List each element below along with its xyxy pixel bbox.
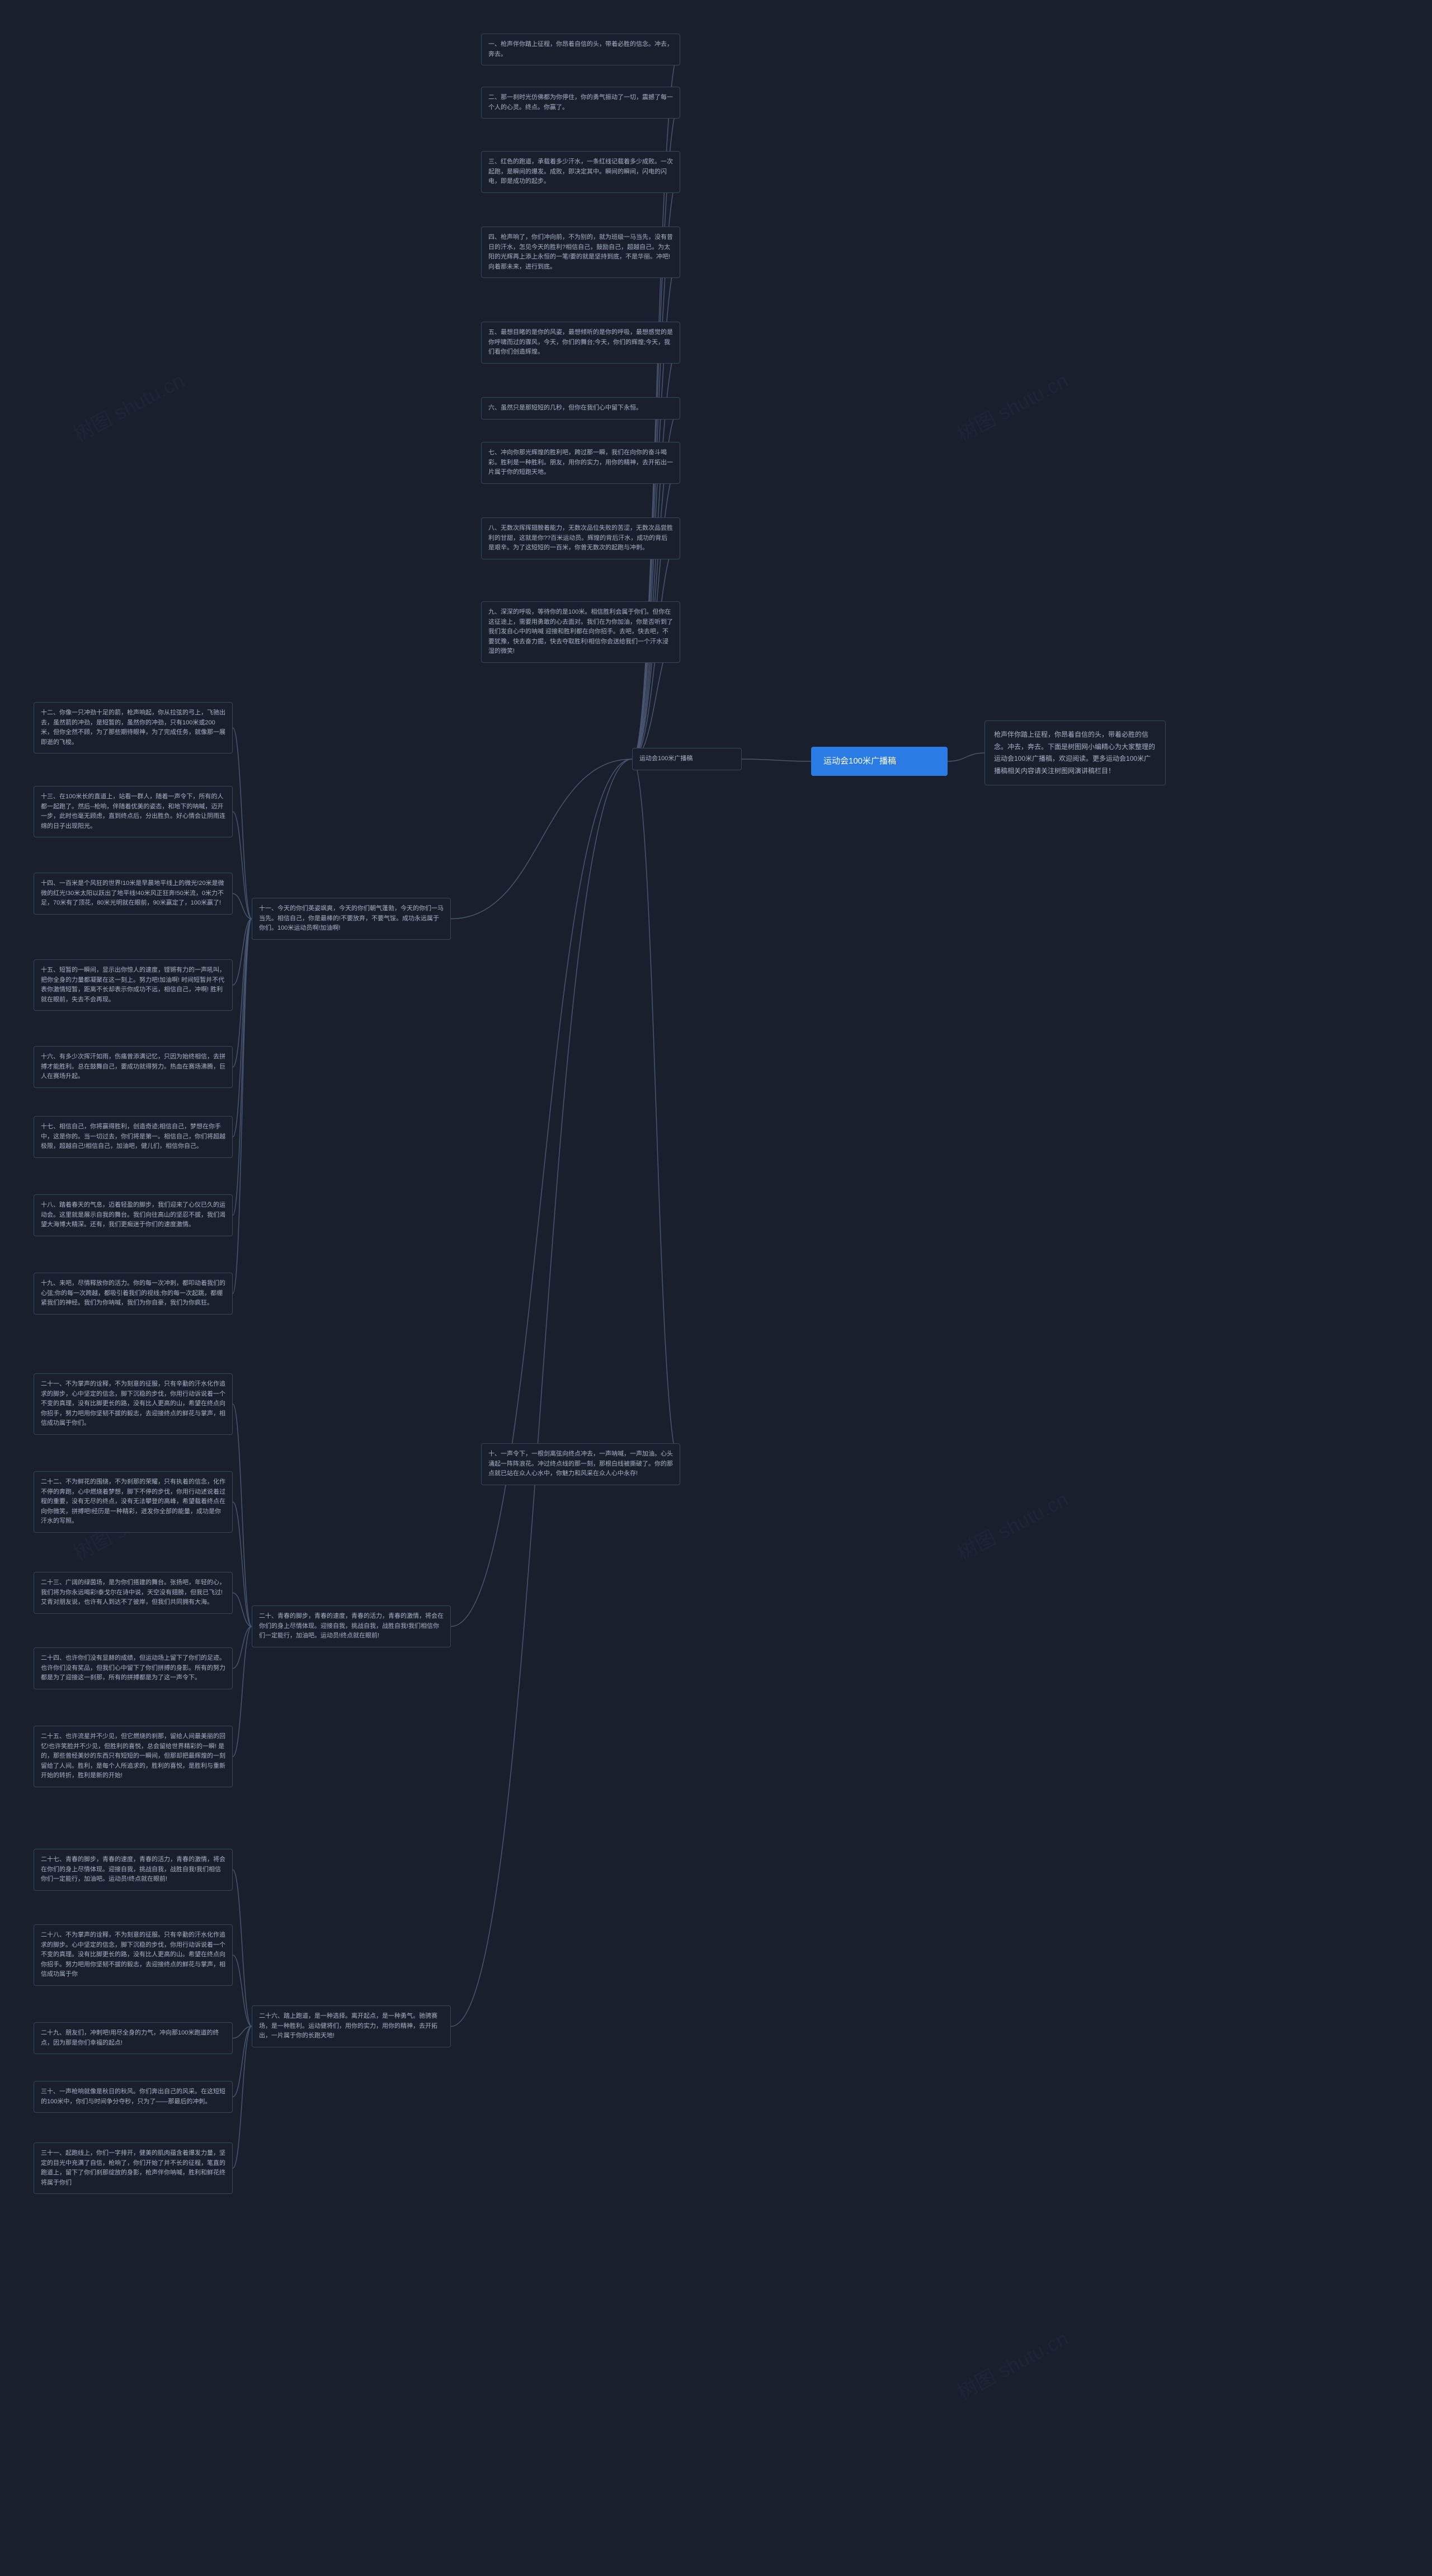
node-n26b[interactable]: 二十八、不为掌声的诠释，不为刻意的征服。只有辛勤的汗水化作追求的脚步。心中坚定的… — [34, 1924, 233, 1986]
node-n6[interactable]: 六、虽然只是那短短的几秒，但你在我们心中留下永恒。 — [481, 397, 680, 420]
node-text: 十一、今天的你们英姿飒爽，今天的你们朝气蓬勃，今天的你们一马当先。相信自己，你是… — [259, 905, 444, 931]
node-n26c[interactable]: 二十九、朋友们，冲刺吧!用尽全身的力气，冲向那100米跑道的终点，因为那是你们幸… — [34, 2022, 233, 2054]
node-n11a[interactable]: 十二、你像一只冲劲十足的箭，枪声响起，你从拉弦的弓上，飞驰出去，虽然箭的冲劲，是… — [34, 702, 233, 754]
node-n1[interactable]: 一、枪声伴你踏上征程，你昂着自信的头，带着必胜的信念。冲去，奔去。 — [481, 34, 680, 65]
node-n5[interactable]: 五、最想目睹的是你的风姿，最想倾听的是你的呼吸，最想感觉的是你呼啸而过的骤风，今… — [481, 322, 680, 364]
link-n11-n11a — [233, 728, 252, 919]
node-n26d[interactable]: 三十、一声枪响就像是秋日的秋风。你们奔出自己的风采。在这短短的100米中，你们与… — [34, 2081, 233, 2113]
link-n11-n11e — [233, 919, 252, 1067]
node-subtitle[interactable]: 运动会100米广播稿 — [632, 748, 742, 770]
node-text: 二十七、青春的脚步，青春的速度，青春的活力，青春的激情，将会在你们的身上尽情体现… — [41, 1856, 225, 1882]
node-text: 四、枪声响了，你们冲向前，不为别的，就为班级一马当先，没有昔日的汗水，怎见今天的… — [488, 234, 673, 270]
node-text: 五、最想目睹的是你的风姿，最想倾听的是你的呼吸，最想感觉的是你呼啸而过的骤风，今… — [488, 329, 673, 355]
node-n20e[interactable]: 二十五、也许流星并不少见，但它燃烧的刹那，留给人间最美丽的回忆!也许笑脸并不少见… — [34, 1726, 233, 1787]
link-n26-n26e — [233, 2027, 252, 2169]
node-text: 二十四、也许你们没有显赫的成绩，但运动场上留下了你们的足迹。也许你们没有奖品，但… — [41, 1655, 225, 1681]
link-n26-n26d — [233, 2027, 252, 2097]
link-subtitle-n26 — [451, 759, 632, 2027]
link-subtitle-n20 — [451, 759, 632, 1627]
node-text: 九、深深的呼吸，等待你的是100米。相信胜利会属于你们。但你在这征途上，需要用勇… — [488, 609, 673, 654]
node-n11e[interactable]: 十六、有多少次挥汗如雨，伤痛曾添满记忆，只因为始终相信，去拼搏才能胜利。总在鼓舞… — [34, 1046, 233, 1088]
node-text: 十五、短暂的一瞬间，显示出你惊人的速度，铿锵有力的一声吼叫，把你全身的力量都凝聚… — [41, 967, 225, 1003]
node-text: 十八、踏着春天的气息，迈着轻盈的脚步，我们迎来了心仪已久的运动会。这里就是展示自… — [41, 1202, 225, 1228]
link-n11-n11d — [233, 919, 252, 986]
node-text: 七、冲向你那光辉煌的胜利吧，跨过那一瞬，我们在向你的奋斗喝彩。胜利是一种胜利。朋… — [488, 449, 673, 475]
node-n8[interactable]: 八、无数次挥挥翅膀着能力，无数次品位失败的苦涩，无数次品尝胜利的甘甜，这就是你?… — [481, 517, 680, 559]
node-text: 十三、在100米长的直道上，站看一群人，随着一声令下，所有的人都一起跑了。然后-… — [41, 793, 225, 830]
link-n11-n11h — [233, 919, 252, 1294]
link-n11-n11b — [233, 812, 252, 919]
node-text: 三十一、起跑线上，你们一字排开，健美的肌肉蕴含着爆发力量，坚定的目光中充满了自信… — [41, 2150, 225, 2186]
link-n20-n20a — [233, 1404, 252, 1627]
node-n20b[interactable]: 二十二、不为鲜花的围绕，不为刹那的荣耀，只有执着的信念，化作不停的奔跑，心中燃烧… — [34, 1471, 233, 1533]
node-n20a[interactable]: 二十一、不为掌声的诠释，不为刻意的征服，只有辛勤的汗水化作追求的脚步，心中坚定的… — [34, 1373, 233, 1435]
link-n11-n11g — [233, 919, 252, 1216]
node-intro[interactable]: 枪声伴你踏上征程，你昂着自信的头，带着必胜的信念。冲去，奔去。下面是树图网小编精… — [984, 720, 1166, 785]
watermark: 树图 shutu.cn — [951, 2323, 1073, 2405]
node-n11f[interactable]: 十七、相信自己，你将赢得胜利，创造奇迹;相信自己，梦想在你手中，这是你的。当一切… — [34, 1116, 233, 1158]
node-n20[interactable]: 二十、青春的脚步，青春的速度，青春的活力，青春的激情，将会在你们的身上尽情体现。… — [252, 1605, 451, 1647]
node-text: 二十九、朋友们，冲刺吧!用尽全身的力气，冲向那100米跑道的终点，因为那是你们幸… — [41, 2029, 219, 2046]
link-center-intro — [948, 753, 984, 761]
node-n20d[interactable]: 二十四、也许你们没有显赫的成绩，但运动场上留下了你们的足迹。也许你们没有奖品，但… — [34, 1647, 233, 1689]
node-text: 一、枪声伴你踏上征程，你昂着自信的头，带着必胜的信念。冲去，奔去。 — [488, 41, 673, 58]
node-n9[interactable]: 九、深深的呼吸，等待你的是100米。相信胜利会属于你们。但你在这征途上，需要用勇… — [481, 601, 680, 663]
node-n11[interactable]: 十一、今天的你们英姿飒爽，今天的你们朝气蓬勃，今天的你们一马当先。相信自己，你是… — [252, 898, 451, 940]
link-n11-n11c — [233, 894, 252, 919]
link-n20-n20c — [233, 1593, 252, 1627]
node-text: 二十三、广阔的绿茵场，是为你们搭建的舞台。张扬吧，年轻的心，我们将为你永远喝彩!… — [41, 1579, 225, 1605]
node-center[interactable]: 运动会100米广播稿 — [811, 747, 948, 776]
node-n26[interactable]: 二十六、踏上跑道，是一种选择。离开起点，是一种勇气。驰骋赛场，是一种胜利。运动健… — [252, 2005, 451, 2047]
link-n26-n26c — [233, 2027, 252, 2038]
link-n20-n20e — [233, 1627, 252, 1757]
watermark: 树图 shutu.cn — [951, 365, 1073, 448]
node-n10[interactable]: 十、一声令下，一根剑离弦向终点冲去，一声呐喊，一声加油。心头涌起一阵阵浪花。冲过… — [481, 1443, 680, 1485]
node-text: 六、虽然只是那短短的几秒，但你在我们心中留下永恒。 — [488, 404, 642, 411]
node-text: 二、那一刹时光仿佛都为你停住，你的勇气振动了一切，震撼了每一个人的心灵。终点。你… — [488, 94, 673, 111]
node-text: 十六、有多少次挥汗如雨，伤痛曾添满记忆，只因为始终相信，去拼搏才能胜利。总在鼓舞… — [41, 1053, 225, 1080]
node-text: 二十二、不为鲜花的围绕，不为刹那的荣耀，只有执着的信念，化作不停的奔跑，心中燃烧… — [41, 1478, 225, 1524]
node-n3[interactable]: 三、红色的跑道，承载着多少汗水，一条红线记载着多少成败。一次起跑，是瞬间的爆发。… — [481, 151, 680, 193]
link-n20-n20b — [233, 1502, 252, 1627]
node-text: 十、一声令下，一根剑离弦向终点冲去，一声呐喊，一声加油。心头涌起一阵阵浪花。冲过… — [488, 1451, 673, 1477]
node-text: 三十、一声枪响就像是秋日的秋风。你们奔出自己的风采。在这短短的100米中，你们与… — [41, 2088, 225, 2105]
node-n11b[interactable]: 十三、在100米长的直道上，站看一群人，随着一声令下，所有的人都一起跑了。然后-… — [34, 786, 233, 837]
link-subtitle-n11 — [451, 759, 632, 919]
node-text: 运动会100米广播稿 — [639, 755, 693, 762]
node-n26a[interactable]: 二十七、青春的脚步，青春的速度，青春的活力，青春的激情，将会在你们的身上尽情体现… — [34, 1849, 233, 1891]
node-text: 二十一、不为掌声的诠释，不为刻意的征服，只有辛勤的汗水化作追求的脚步，心中坚定的… — [41, 1381, 225, 1426]
link-n26-n26a — [233, 1870, 252, 2027]
node-text: 八、无数次挥挥翅膀着能力，无数次品位失败的苦涩，无数次品尝胜利的甘甜，这就是你?… — [488, 525, 673, 551]
node-text: 二十、青春的脚步，青春的速度，青春的活力，青春的激情，将会在你们的身上尽情体现。… — [259, 1613, 444, 1639]
node-n11h[interactable]: 十九、来吧，尽情释放你的活力。你的每一次冲刺，都叩动着我们的心弦;你的每一次跨越… — [34, 1273, 233, 1315]
link-center-subtitle — [742, 759, 811, 761]
node-n11c[interactable]: 十四、一百米是个风狂的世界!10米是早晨地平线上的微光!20米是微微的红光!30… — [34, 873, 233, 915]
node-text: 十九、来吧，尽情释放你的活力。你的每一次冲刺，都叩动着我们的心弦;你的每一次跨越… — [41, 1280, 225, 1306]
node-text: 十四、一百米是个风狂的世界!10米是早晨地平线上的微光!20米是微微的红光!30… — [41, 880, 224, 906]
link-n20-n20d — [233, 1627, 252, 1669]
link-subtitle-n10 — [632, 759, 680, 1464]
node-n2[interactable]: 二、那一刹时光仿佛都为你停住，你的勇气振动了一切，震撼了每一个人的心灵。终点。你… — [481, 87, 680, 119]
node-text: 二十五、也许流星并不少见，但它燃烧的刹那，留给人间最美丽的回忆!也许笑脸并不少见… — [41, 1733, 225, 1779]
watermark: 树图 shutu.cn — [951, 1484, 1073, 1566]
node-text: 枪声伴你踏上征程，你昂着自信的头，带着必胜的信念。冲去，奔去。下面是树图网小编精… — [994, 731, 1155, 775]
node-text: 二十六、踏上跑道，是一种选择。离开起点，是一种勇气。驰骋赛场，是一种胜利。运动健… — [259, 2013, 437, 2039]
watermark: 树图 shutu.cn — [68, 365, 189, 448]
node-text: 三、红色的跑道，承载着多少汗水，一条红线记载着多少成败。一次起跑，是瞬间的爆发。… — [488, 158, 673, 185]
link-n11-n11f — [233, 919, 252, 1137]
node-n11g[interactable]: 十八、踏着春天的气息，迈着轻盈的脚步，我们迎来了心仪已久的运动会。这里就是展示自… — [34, 1194, 233, 1236]
node-n11d[interactable]: 十五、短暂的一瞬间，显示出你惊人的速度，铿锵有力的一声吼叫，把你全身的力量都凝聚… — [34, 959, 233, 1011]
node-n4[interactable]: 四、枪声响了，你们冲向前，不为别的，就为班级一马当先，没有昔日的汗水，怎见今天的… — [481, 227, 680, 278]
node-text: 二十八、不为掌声的诠释，不为刻意的征服。只有辛勤的汗水化作追求的脚步。心中坚定的… — [41, 1932, 225, 1977]
node-n7[interactable]: 七、冲向你那光辉煌的胜利吧，跨过那一瞬，我们在向你的奋斗喝彩。胜利是一种胜利。朋… — [481, 442, 680, 484]
node-text: 运动会100米广播稿 — [823, 756, 896, 766]
node-text: 十七、相信自己，你将赢得胜利，创造奇迹;相信自己，梦想在你手中，这是你的。当一切… — [41, 1123, 225, 1150]
link-n26-n26b — [233, 1955, 252, 2027]
node-n26e[interactable]: 三十一、起跑线上，你们一字排开，健美的肌肉蕴含着爆发力量，坚定的目光中充满了自信… — [34, 2142, 233, 2194]
node-text: 十二、你像一只冲劲十足的箭，枪声响起，你从拉弦的弓上，飞驰出去，虽然箭的冲劲，是… — [41, 709, 225, 746]
node-n20c[interactable]: 二十三、广阔的绿茵场，是为你们搭建的舞台。张扬吧，年轻的心，我们将为你永远喝彩!… — [34, 1572, 233, 1614]
mindmap-canvas: 树图 shutu.cn 树图 shutu.cn 树图 shutu.cn 树图 shut… — [0, 0, 1432, 2576]
